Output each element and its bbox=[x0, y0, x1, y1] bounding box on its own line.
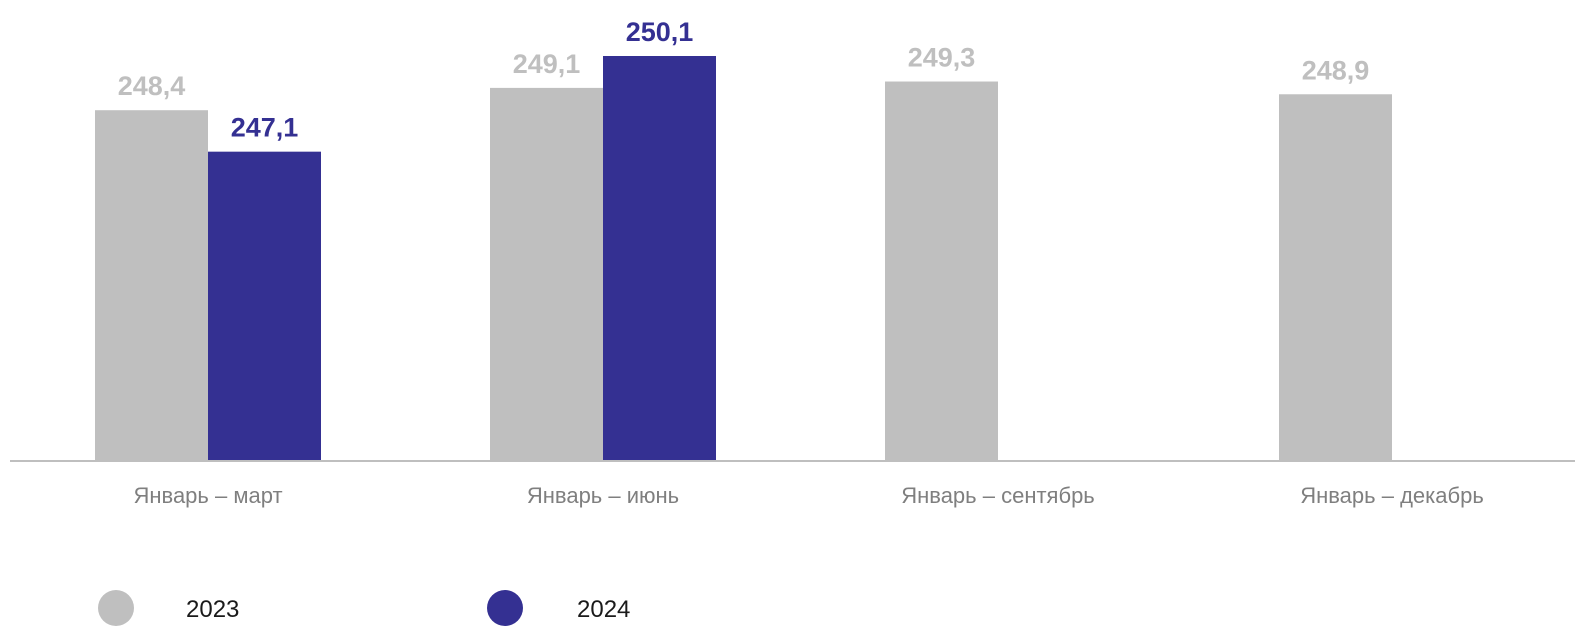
bar-2023-4 bbox=[1279, 94, 1392, 462]
legend-label-2024: 2024 bbox=[577, 596, 630, 623]
bar-2024-1 bbox=[208, 151, 321, 461]
legend-marker-2024 bbox=[487, 590, 523, 626]
bar-2023-3 bbox=[885, 81, 998, 461]
bar-2023-1 bbox=[95, 110, 208, 462]
category-label-1: Январь – март bbox=[133, 483, 282, 508]
data-label-2024-2: 250,1 bbox=[626, 17, 694, 47]
category-label-4: Январь – декабрь bbox=[1300, 483, 1484, 508]
category-label-3: Январь – сентябрь bbox=[901, 483, 1095, 508]
legend-label-2023: 2023 bbox=[186, 596, 239, 623]
data-label-2024-1: 247,1 bbox=[231, 113, 299, 143]
data-label-2023-2: 249,1 bbox=[513, 49, 581, 79]
bar-2024-2 bbox=[603, 56, 716, 461]
data-label-2023-3: 249,3 bbox=[908, 43, 976, 73]
category-label-2: Январь – июнь bbox=[527, 483, 679, 508]
data-label-2023-1: 248,4 bbox=[118, 71, 186, 101]
category-labels-layer: Январь – март Январь – июнь Январь – сентя… bbox=[133, 483, 1483, 508]
legend: 2023 2024 bbox=[98, 590, 630, 626]
value-labels-layer: 248,4 247,1 249,1 250,1 249,3 248,9 bbox=[118, 17, 1370, 143]
bars-layer bbox=[95, 56, 1392, 462]
bar-2023-2 bbox=[490, 87, 603, 461]
legend-marker-2023 bbox=[98, 590, 134, 626]
data-label-2023-4: 248,9 bbox=[1302, 55, 1370, 85]
